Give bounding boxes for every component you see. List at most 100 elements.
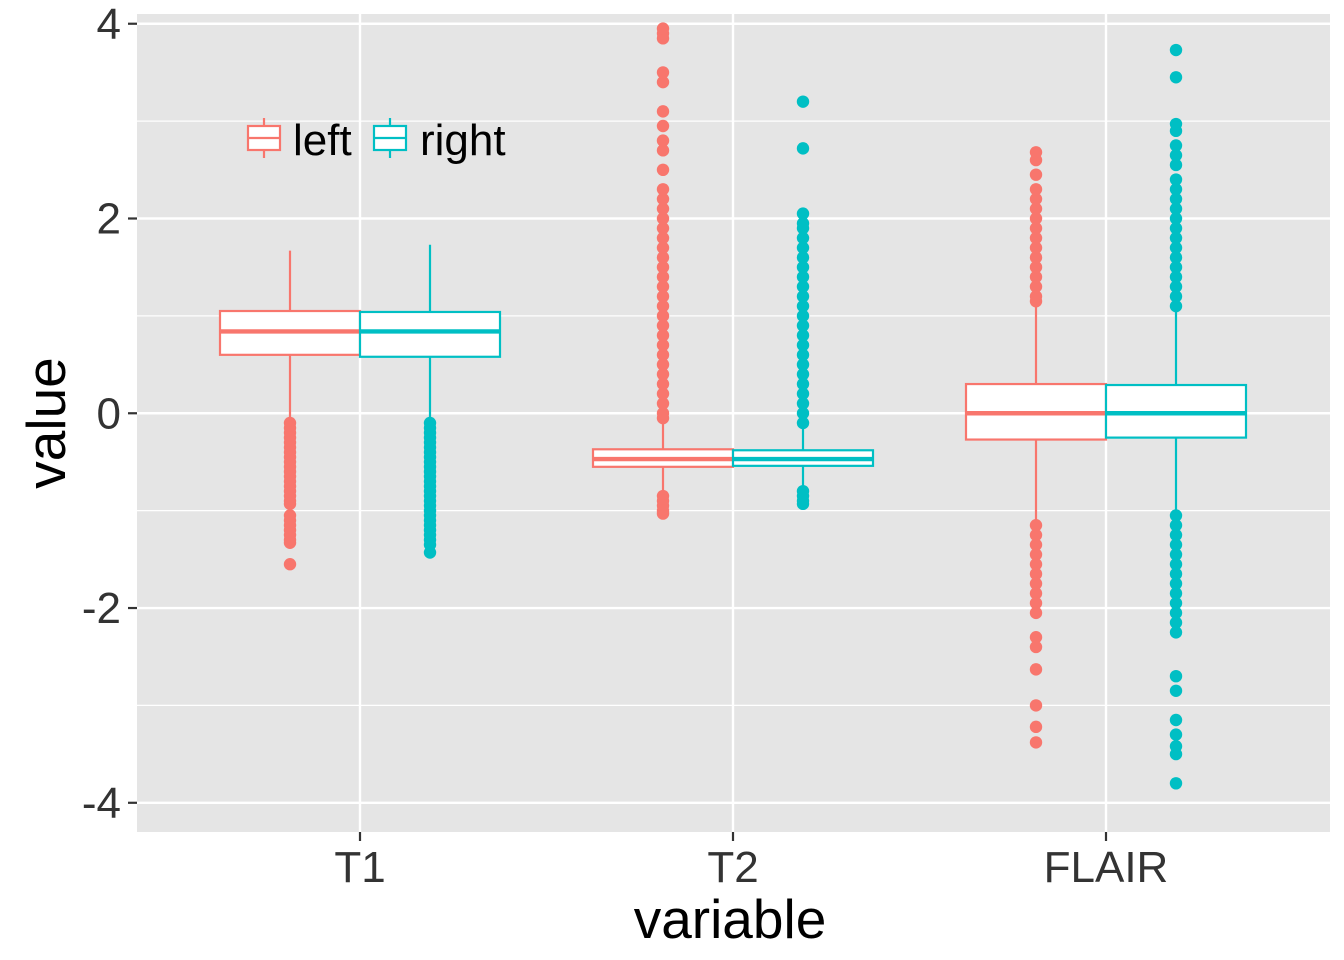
outlier-point bbox=[656, 163, 670, 177]
outlier-point bbox=[1169, 616, 1183, 629]
outlier-point bbox=[1169, 260, 1183, 274]
outlier-point bbox=[796, 217, 810, 230]
box-iqr bbox=[358, 310, 502, 358]
outlier-point bbox=[283, 536, 297, 549]
outlier-point bbox=[1029, 270, 1043, 284]
outlier-point bbox=[1169, 713, 1183, 727]
outlier-point bbox=[1169, 270, 1183, 284]
outlier-point bbox=[656, 377, 670, 391]
outlier-point bbox=[1169, 747, 1183, 761]
outlier-point bbox=[656, 251, 670, 264]
outlier-point bbox=[1029, 280, 1043, 293]
outlier-point bbox=[796, 290, 810, 303]
outlier-point bbox=[1029, 251, 1043, 264]
outlier-point bbox=[796, 338, 810, 352]
outlier-point bbox=[796, 387, 810, 400]
outlier-point bbox=[1029, 538, 1043, 551]
outlier-point bbox=[1169, 241, 1183, 254]
outlier-point bbox=[656, 507, 670, 520]
legend-item-left: left bbox=[246, 116, 352, 165]
outlier-point bbox=[656, 22, 670, 35]
outlier-point bbox=[1029, 519, 1043, 532]
outlier-point bbox=[796, 497, 810, 511]
x-tick-label: T1 bbox=[334, 843, 385, 892]
outlier-point bbox=[1029, 558, 1043, 571]
box-right-FLAIR bbox=[1104, 43, 1248, 790]
outlier-point bbox=[656, 368, 670, 381]
outlier-point bbox=[1169, 558, 1183, 571]
outlier-point bbox=[283, 558, 297, 571]
outlier-point bbox=[656, 202, 670, 215]
outlier-point bbox=[656, 309, 670, 323]
outlier-point bbox=[1029, 548, 1043, 561]
outlier-point bbox=[656, 212, 670, 225]
outlier-point bbox=[1029, 720, 1043, 734]
y-tick-label: 4 bbox=[97, 0, 121, 49]
legend-label: right bbox=[420, 116, 506, 165]
outlier-point bbox=[796, 319, 810, 332]
outlier-point bbox=[423, 546, 437, 559]
outlier-point bbox=[796, 329, 810, 342]
outlier-point bbox=[796, 377, 810, 391]
box-right-T1 bbox=[358, 244, 502, 559]
y-axis-title: value bbox=[15, 357, 77, 488]
box-left-FLAIR bbox=[964, 146, 1108, 749]
outlier-point bbox=[1029, 567, 1043, 581]
outlier-point bbox=[796, 416, 810, 430]
outlier-point bbox=[796, 368, 810, 381]
outlier-point bbox=[656, 270, 670, 284]
outlier-point bbox=[1169, 626, 1183, 639]
outlier-point bbox=[1029, 290, 1043, 303]
outlier-point bbox=[796, 241, 810, 254]
y-tick-label: 0 bbox=[97, 389, 121, 438]
outlier-point bbox=[1029, 222, 1043, 235]
outlier-point bbox=[1169, 231, 1183, 245]
outlier-point bbox=[1169, 183, 1183, 196]
x-tick-label: FLAIR bbox=[1044, 843, 1169, 892]
outlier-point bbox=[1169, 669, 1183, 683]
outlier-point bbox=[656, 231, 670, 245]
outlier-point bbox=[1169, 728, 1183, 741]
outlier-point bbox=[1169, 684, 1183, 697]
outlier-point bbox=[656, 183, 670, 196]
y-tick-label: -2 bbox=[82, 584, 121, 633]
outlier-point bbox=[796, 260, 810, 274]
outlier-point bbox=[1169, 71, 1183, 84]
outlier-point bbox=[1169, 212, 1183, 225]
outlier-point bbox=[1029, 606, 1043, 620]
outlier-point bbox=[1169, 173, 1183, 186]
outlier-point bbox=[1169, 538, 1183, 551]
boxes-layer bbox=[218, 22, 1248, 790]
outlier-point bbox=[1169, 777, 1183, 790]
outlier-point bbox=[1169, 149, 1183, 162]
outlier-point bbox=[1169, 606, 1183, 620]
outlier-point bbox=[1169, 43, 1183, 57]
x-tick-label: T2 bbox=[707, 843, 758, 892]
outlier-point bbox=[1169, 528, 1183, 542]
outlier-point bbox=[1029, 241, 1043, 254]
outlier-point bbox=[1029, 663, 1043, 676]
outlier-point bbox=[1169, 158, 1183, 172]
outlier-point bbox=[1029, 587, 1043, 600]
legend-item-right: right bbox=[372, 116, 506, 165]
outlier-point bbox=[1169, 548, 1183, 561]
outlier-point bbox=[796, 358, 810, 371]
outlier-point bbox=[656, 358, 670, 371]
outlier-point bbox=[1029, 640, 1043, 654]
outlier-point bbox=[1169, 222, 1183, 235]
outlier-point bbox=[656, 222, 670, 235]
outlier-point bbox=[656, 348, 670, 362]
outlier-point bbox=[1169, 290, 1183, 303]
outlier-point bbox=[796, 207, 810, 220]
outlier-point bbox=[1029, 699, 1043, 712]
outlier-point bbox=[1029, 596, 1043, 610]
outlier-point bbox=[1169, 192, 1183, 206]
outlier-point bbox=[796, 299, 810, 313]
outlier-point bbox=[1029, 183, 1043, 196]
outlier-point bbox=[1029, 260, 1043, 274]
outlier-point bbox=[283, 497, 297, 511]
outlier-point bbox=[656, 397, 670, 410]
outlier-point bbox=[1169, 577, 1183, 590]
outlier-point bbox=[796, 95, 810, 108]
y-axis: -4 -2 0 2 4 bbox=[82, 0, 137, 828]
